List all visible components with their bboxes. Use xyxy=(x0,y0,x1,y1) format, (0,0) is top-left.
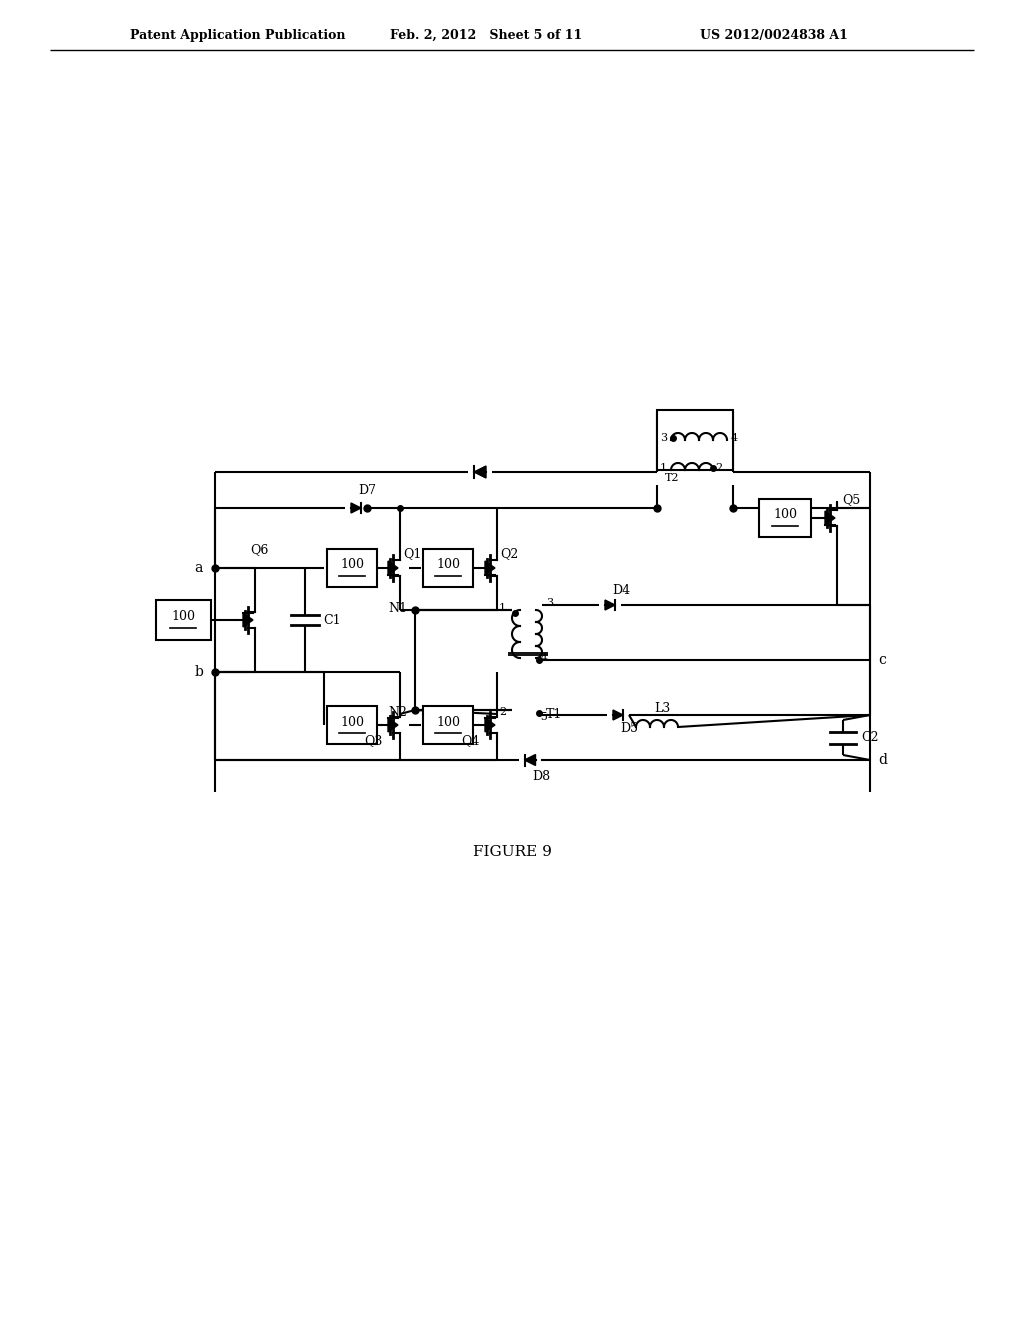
Text: D8: D8 xyxy=(532,770,550,783)
Text: ⋅4: ⋅4 xyxy=(538,653,549,663)
Text: Q6: Q6 xyxy=(250,544,268,557)
Text: T2: T2 xyxy=(665,473,680,483)
Text: 100: 100 xyxy=(773,508,797,521)
Text: 1: 1 xyxy=(659,463,667,473)
Bar xyxy=(327,706,377,744)
Text: Q3: Q3 xyxy=(365,734,383,747)
Polygon shape xyxy=(351,503,361,513)
Polygon shape xyxy=(474,466,486,478)
Text: Q4: Q4 xyxy=(462,734,480,747)
Text: 100: 100 xyxy=(171,610,195,623)
Text: D5: D5 xyxy=(620,722,638,735)
Text: ⋅5: ⋅5 xyxy=(538,711,549,722)
Polygon shape xyxy=(388,561,398,576)
Text: Feb. 2, 2012   Sheet 5 of 11: Feb. 2, 2012 Sheet 5 of 11 xyxy=(390,29,583,41)
Bar xyxy=(156,601,211,640)
Bar xyxy=(657,411,733,470)
Text: C2: C2 xyxy=(861,731,879,744)
Text: c: c xyxy=(878,653,886,667)
Text: 100: 100 xyxy=(340,715,364,729)
Text: 100: 100 xyxy=(436,558,460,572)
Text: 3: 3 xyxy=(546,598,553,609)
Text: 100: 100 xyxy=(436,715,460,729)
Text: 2: 2 xyxy=(499,708,506,717)
Text: Q2: Q2 xyxy=(500,548,518,561)
Bar xyxy=(423,706,473,744)
Text: 100: 100 xyxy=(340,558,364,572)
Polygon shape xyxy=(388,718,398,733)
Text: d: d xyxy=(878,752,887,767)
Text: N1: N1 xyxy=(388,602,407,615)
Text: FIGURE 9: FIGURE 9 xyxy=(472,845,552,859)
Polygon shape xyxy=(605,601,615,610)
Text: Q5: Q5 xyxy=(842,494,860,507)
Text: 1: 1 xyxy=(499,603,506,612)
Polygon shape xyxy=(485,718,495,733)
Text: b: b xyxy=(195,665,203,678)
Text: L3: L3 xyxy=(654,702,671,715)
Text: a: a xyxy=(195,561,203,576)
Text: Q1: Q1 xyxy=(403,548,421,561)
Text: C1: C1 xyxy=(323,614,341,627)
Polygon shape xyxy=(243,612,253,627)
Bar xyxy=(759,499,811,537)
Polygon shape xyxy=(825,511,835,525)
Text: N2: N2 xyxy=(388,705,407,718)
Text: D7: D7 xyxy=(358,483,376,496)
Text: 4: 4 xyxy=(731,433,738,444)
Polygon shape xyxy=(485,561,495,576)
Bar xyxy=(327,549,377,587)
Bar xyxy=(423,549,473,587)
Polygon shape xyxy=(524,755,536,766)
Text: 2: 2 xyxy=(715,463,722,473)
Text: D4: D4 xyxy=(612,585,630,598)
Text: US 2012/0024838 A1: US 2012/0024838 A1 xyxy=(700,29,848,41)
Text: Patent Application Publication: Patent Application Publication xyxy=(130,29,345,41)
Text: 3: 3 xyxy=(659,433,667,444)
Polygon shape xyxy=(613,710,623,719)
Text: T1: T1 xyxy=(546,708,562,721)
